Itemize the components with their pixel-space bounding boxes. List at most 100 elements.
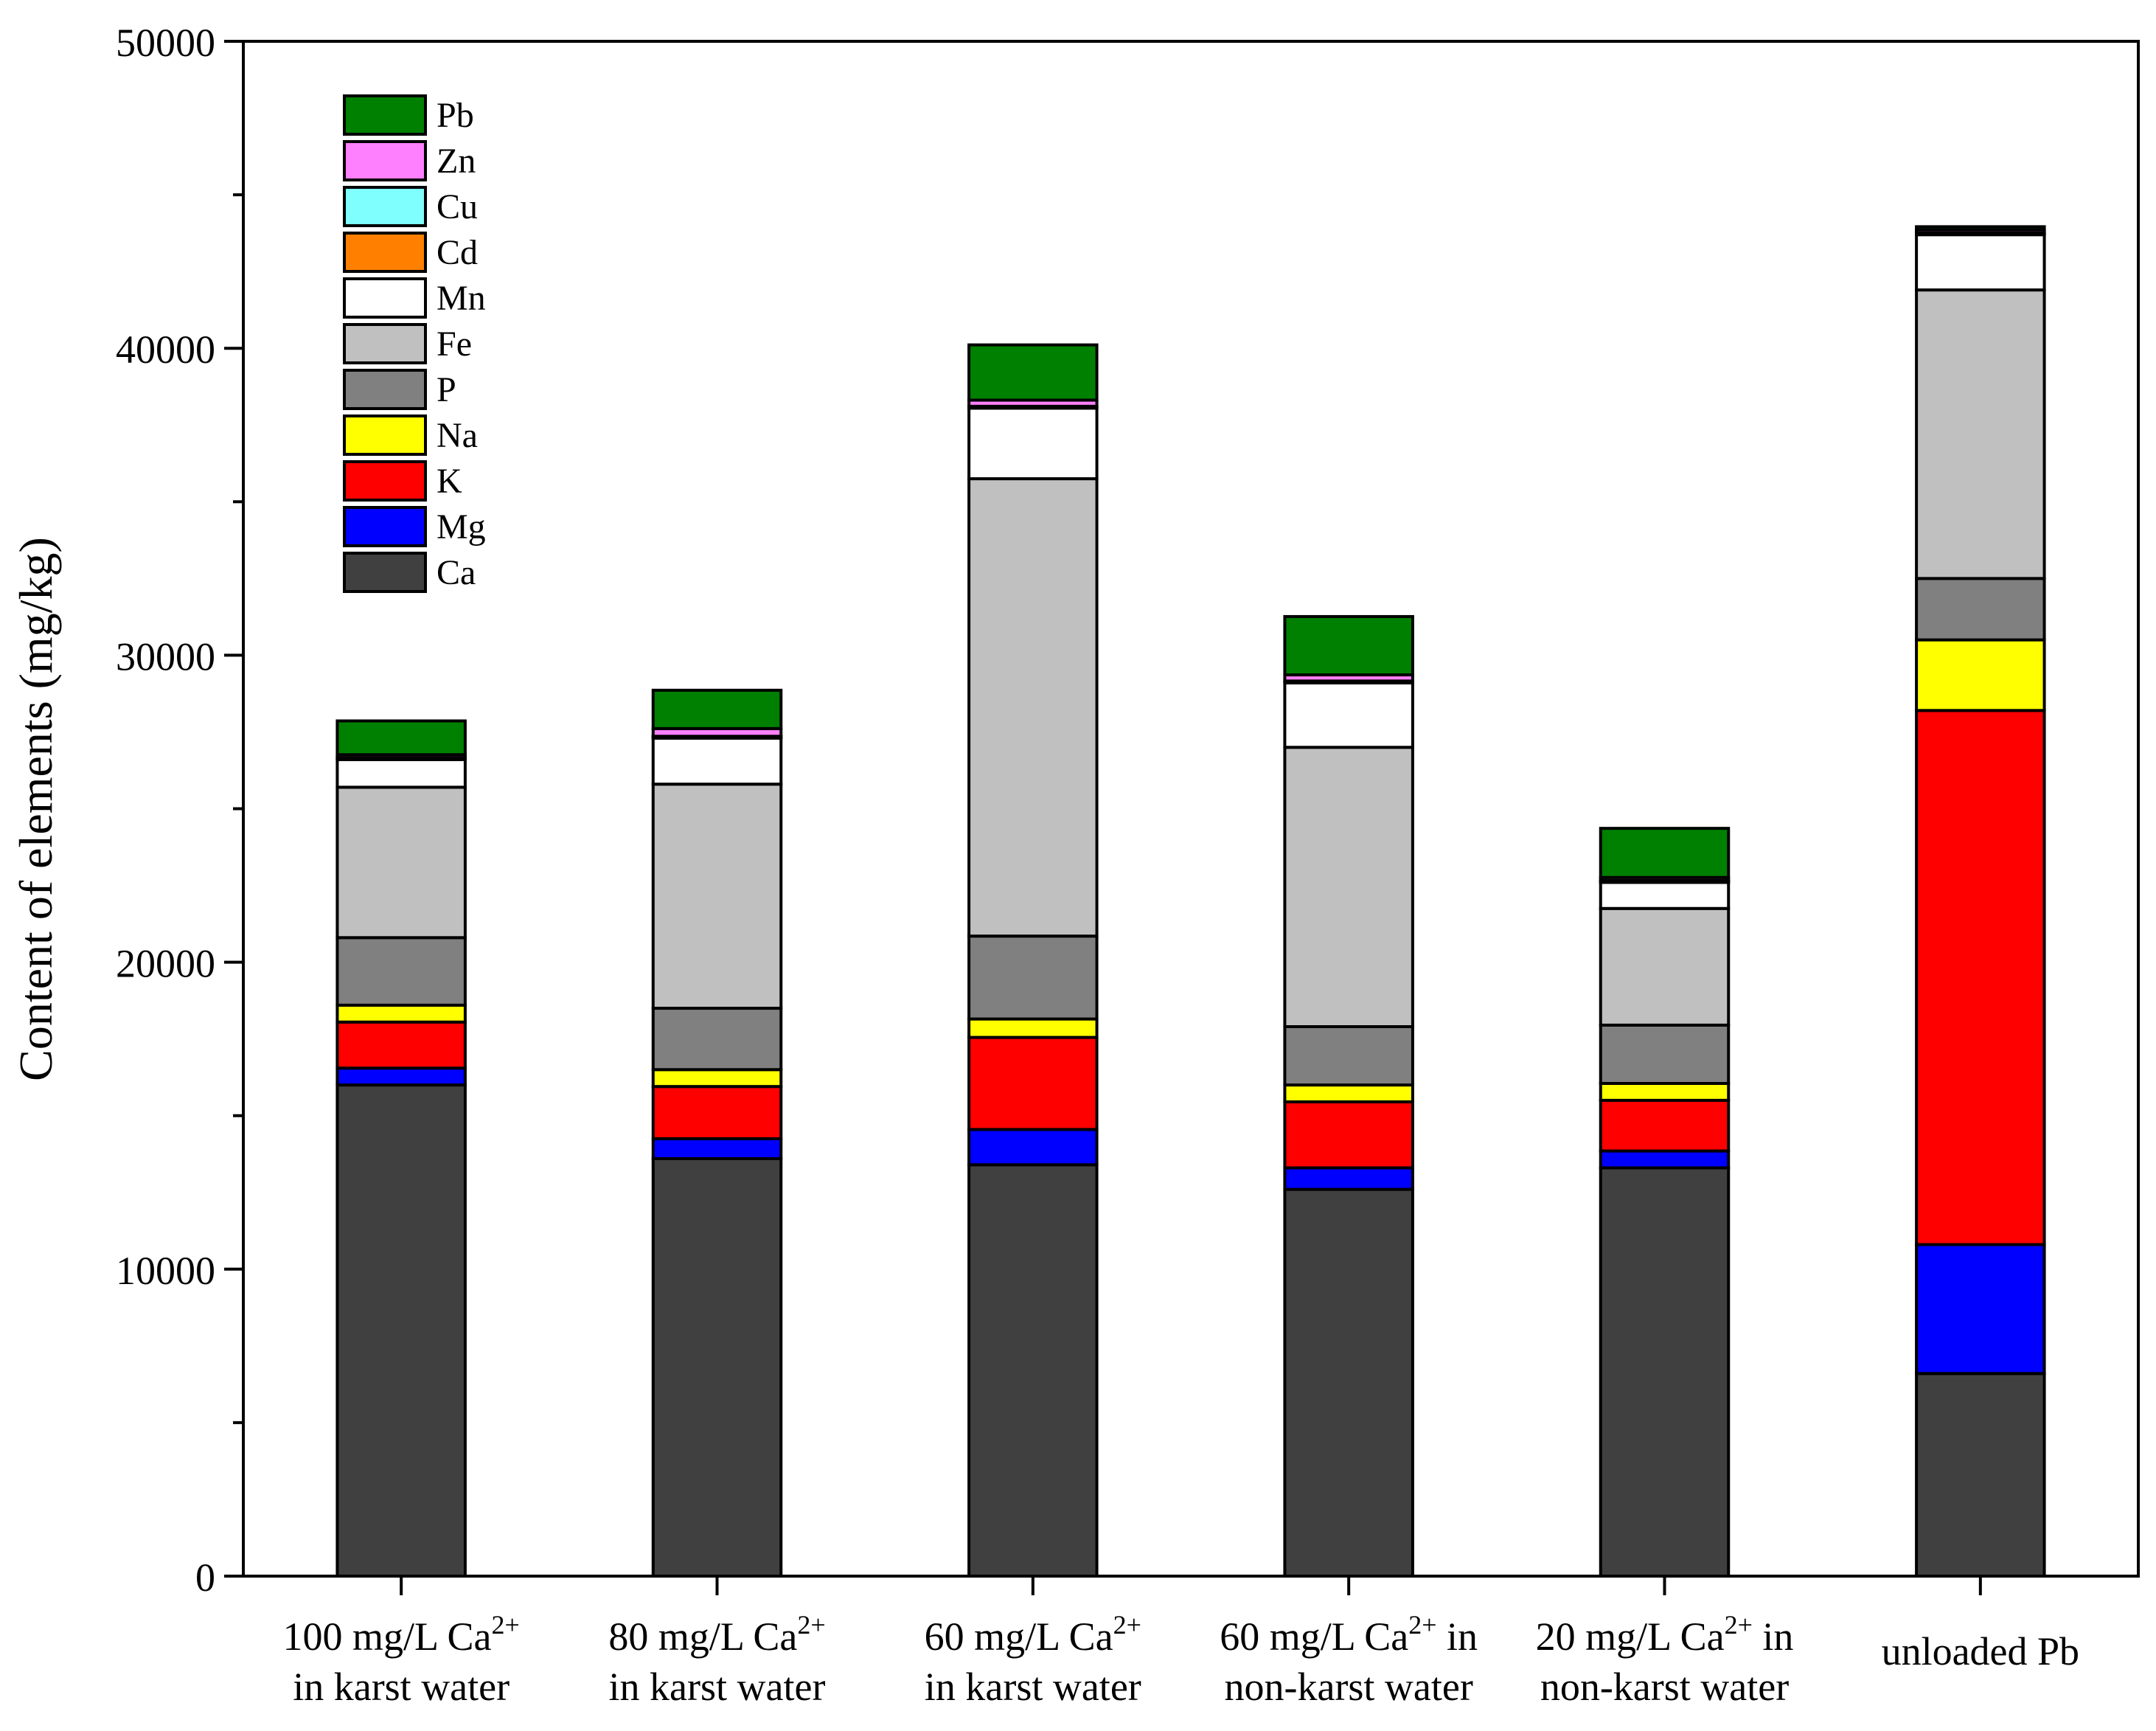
legend-swatch-fe: [343, 323, 427, 364]
y-axis: 0 10000 20000 30000 40000 50000: [116, 21, 243, 1600]
legend-swatch-na: [343, 414, 427, 456]
legend-swatch-cu: [343, 186, 427, 227]
bar-stack: [651, 688, 783, 1578]
plot-frame: [242, 40, 2140, 1578]
legend: Pb Zn Cu Cd Mn Fe P Na K Mg Ca: [343, 94, 486, 593]
bar-segment-fe: [967, 477, 1099, 938]
bar-segment-ca: [651, 1156, 783, 1578]
bar-segment-ca: [1915, 1372, 2046, 1578]
x-tick-label: 80 mg/L Ca2+: [608, 1610, 825, 1659]
bar-segment-p: [1283, 1025, 1414, 1087]
bar-stack: [1283, 614, 1414, 1578]
bar-stack: [967, 343, 1099, 1578]
bar-segment-k: [651, 1085, 783, 1140]
bar-segment-pb: [1283, 614, 1414, 677]
legend-swatch-p: [343, 369, 427, 410]
bar-segment-k: [1599, 1098, 1731, 1153]
bar-segment-mn: [967, 406, 1099, 481]
bar-segment-pb: [1599, 827, 1731, 879]
bar-segment-k: [1283, 1100, 1414, 1170]
bar-stack: [335, 719, 467, 1578]
y-tick-label: 20000: [116, 942, 215, 986]
bar-segment-na: [967, 1017, 1099, 1039]
x-tick-label-line2: in karst water: [293, 1665, 510, 1709]
legend-label: Ca: [437, 553, 476, 592]
bar-segment-na: [335, 1003, 467, 1024]
legend-swatch-cd: [343, 232, 427, 273]
legend-swatch-k: [343, 460, 427, 502]
legend-label: Na: [437, 416, 478, 455]
legend-label: Zn: [437, 142, 476, 181]
bar-segment-fe: [1915, 288, 2046, 580]
x-tick-label: 20 mg/L Ca2+ in: [1536, 1610, 1794, 1659]
y-tick-label: 50000: [116, 21, 215, 65]
bar-segment-fe: [651, 783, 783, 1010]
legend-label: Mg: [437, 507, 486, 547]
y-axis-label: Content of elements (mg/kg): [10, 537, 62, 1081]
bar-stack: [1599, 827, 1731, 1578]
x-tick-label: 60 mg/L Ca2+: [925, 1610, 1141, 1659]
bar-segment-pb: [651, 688, 783, 730]
bar-segment-pb: [335, 719, 467, 757]
bar-segment-fe: [335, 785, 467, 940]
bar-segment-fe: [1599, 906, 1731, 1027]
bar-segment-ca: [1283, 1187, 1414, 1578]
legend-label: P: [437, 370, 456, 409]
bar-segment-na: [651, 1068, 783, 1089]
bar-segment-mg: [1283, 1166, 1414, 1191]
y-tick-label: 10000: [116, 1249, 215, 1293]
legend-swatch-mg: [343, 506, 427, 547]
bar-segment-mn: [335, 757, 467, 789]
y-tick-label: 0: [195, 1555, 215, 1600]
legend-label: Cd: [437, 233, 478, 272]
bar-segment-mg: [651, 1137, 783, 1160]
x-tick-label-line2: non-karst water: [1540, 1665, 1789, 1709]
bars-layer: [335, 225, 2046, 1578]
legend-swatch-mn: [343, 277, 427, 319]
bar-segment-ca: [967, 1163, 1099, 1578]
bar-segment-p: [1915, 577, 2046, 642]
legend-label: Fe: [437, 325, 472, 364]
bar-segment-mn: [1599, 881, 1731, 910]
bar-segment-ca: [1599, 1166, 1731, 1578]
bar-segment-mn: [1283, 681, 1414, 749]
legend-label: Mn: [437, 279, 486, 318]
bar-segment-na: [1599, 1081, 1731, 1102]
legend-label: Pb: [437, 96, 474, 135]
bar-segment-fe: [1283, 746, 1414, 1029]
bar-segment-mg: [335, 1066, 467, 1087]
bar-segment-na: [1915, 638, 2046, 712]
x-tick-label-line2: in karst water: [609, 1665, 826, 1709]
bar-segment-mn: [651, 736, 783, 786]
bar-segment-k: [967, 1036, 1099, 1131]
bar-segment-mn: [1915, 233, 2046, 292]
bar-stack: [1915, 225, 2046, 1578]
y-tick-label: 40000: [116, 327, 215, 372]
legend-swatch-pb: [343, 94, 427, 136]
x-tick-label: unloaded Pb: [1882, 1629, 2079, 1673]
bar-segment-na: [1283, 1083, 1414, 1103]
x-tick-label-line2: non-karst water: [1224, 1665, 1472, 1709]
bar-segment-mg: [967, 1128, 1099, 1167]
x-tick-label: 60 mg/L Ca2+ in: [1220, 1610, 1478, 1659]
bar-segment-mg: [1599, 1149, 1731, 1170]
bar-segment-pb: [967, 343, 1099, 402]
legend-label: Cu: [437, 187, 478, 226]
bar-segment-mg: [1915, 1243, 2046, 1376]
legend-swatch-ca: [343, 552, 427, 593]
y-tick-label: 30000: [116, 634, 215, 679]
x-axis: 100 mg/L Ca2+ in karst water 80 mg/L Ca2+ i…: [283, 1576, 2079, 1709]
legend-swatch-zn: [343, 140, 427, 181]
bar-segment-p: [651, 1007, 783, 1072]
legend-label: K: [437, 462, 462, 501]
bar-segment-p: [1599, 1023, 1731, 1085]
bar-segment-k: [1915, 709, 2046, 1246]
bar-segment-pb: [1915, 225, 2046, 232]
x-tick-label: 100 mg/L Ca2+: [283, 1610, 520, 1659]
bar-segment-p: [335, 936, 467, 1007]
x-tick-label-line2: in karst water: [925, 1665, 1141, 1709]
bar-segment-k: [335, 1020, 467, 1070]
bar-segment-p: [967, 934, 1099, 1021]
